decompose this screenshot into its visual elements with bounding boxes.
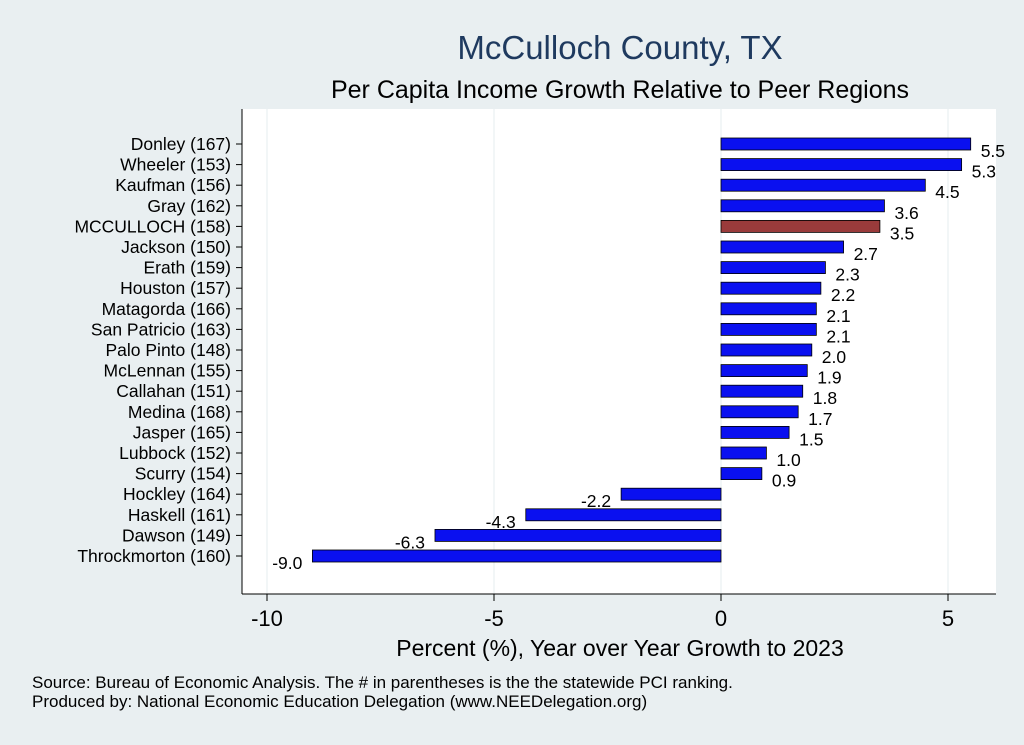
value-label: 1.9 bbox=[817, 368, 841, 388]
category-label: Scurry (154) bbox=[135, 464, 231, 484]
category-label: Dawson (149) bbox=[122, 525, 231, 545]
bar bbox=[720, 281, 822, 295]
value-label: -9.0 bbox=[272, 553, 302, 573]
value-label: 2.1 bbox=[826, 326, 850, 346]
value-label: 1.7 bbox=[808, 409, 832, 429]
category-label: Donley (167) bbox=[131, 134, 231, 154]
value-label: 4.5 bbox=[935, 182, 959, 202]
value-label: 1.5 bbox=[799, 429, 823, 449]
bar bbox=[720, 322, 817, 336]
value-label: 1.0 bbox=[776, 450, 801, 470]
category-label: Kaufman (156) bbox=[115, 175, 231, 195]
value-label: 5.5 bbox=[981, 141, 1005, 161]
value-label: 2.0 bbox=[822, 347, 847, 367]
category-label: Throckmorton (160) bbox=[77, 546, 231, 566]
value-label: 2.7 bbox=[854, 244, 878, 264]
bar bbox=[720, 219, 881, 233]
bar bbox=[720, 405, 799, 419]
value-label: 2.3 bbox=[835, 265, 859, 285]
bar bbox=[620, 487, 722, 501]
chart-title: McCulloch County, TX bbox=[457, 29, 782, 66]
producer-note: Produced by: National Economic Education… bbox=[32, 692, 648, 711]
bar bbox=[720, 137, 972, 151]
x-axis-label: Percent (%), Year over Year Growth to 20… bbox=[396, 635, 844, 661]
bar bbox=[720, 158, 963, 172]
value-label: 2.1 bbox=[826, 306, 850, 326]
category-label: Palo Pinto (148) bbox=[106, 340, 232, 360]
bar bbox=[525, 508, 722, 522]
value-label: -6.3 bbox=[395, 532, 425, 552]
bar bbox=[720, 446, 767, 460]
bar bbox=[434, 529, 722, 542]
category-label: Jackson (150) bbox=[121, 237, 231, 257]
x-tick-label: -5 bbox=[484, 606, 504, 631]
axes bbox=[236, 109, 996, 601]
labels: -10 -5 0 5 Donley (167) 5.5 Wheeler (153) 5.3 Ka… bbox=[74, 134, 1005, 631]
chart-subtitle: Per Capita Income Growth Relative to Pee… bbox=[331, 76, 909, 104]
category-label: McLennan (155) bbox=[104, 361, 231, 381]
value-label: 0.9 bbox=[772, 471, 796, 491]
category-label: Jasper (165) bbox=[133, 422, 231, 442]
category-label: Wheeler (153) bbox=[120, 155, 231, 175]
category-label: Matagorda (166) bbox=[102, 299, 231, 319]
bar bbox=[720, 384, 804, 398]
value-label: 2.2 bbox=[831, 285, 855, 305]
category-label: Lubbock (152) bbox=[119, 443, 231, 463]
bar bbox=[720, 425, 790, 439]
category-label: Gray (162) bbox=[147, 196, 231, 216]
value-label: 5.3 bbox=[972, 162, 996, 182]
value-label: 3.5 bbox=[890, 223, 914, 243]
category-label: Callahan (151) bbox=[116, 381, 231, 401]
bar bbox=[720, 178, 926, 192]
x-tick-label: 5 bbox=[942, 606, 954, 631]
category-label: Erath (159) bbox=[143, 258, 231, 278]
category-label: MCCULLOCH (158) bbox=[74, 216, 231, 236]
bar bbox=[311, 549, 722, 563]
bar bbox=[720, 343, 813, 357]
source-note: Source: Bureau of Economic Analysis. The… bbox=[32, 673, 733, 692]
category-label: San Patricio (163) bbox=[91, 319, 231, 339]
bar bbox=[720, 199, 885, 213]
category-label: Houston (157) bbox=[120, 278, 231, 298]
bars bbox=[311, 137, 972, 563]
value-label: -4.3 bbox=[486, 512, 516, 532]
value-label: 3.6 bbox=[894, 203, 918, 223]
x-tick-label: 0 bbox=[715, 606, 727, 631]
value-label: 1.8 bbox=[813, 388, 837, 408]
category-label: Haskell (161) bbox=[128, 505, 231, 525]
bar bbox=[720, 240, 844, 254]
category-label: Hockley (164) bbox=[123, 484, 231, 504]
bar bbox=[720, 302, 817, 316]
bar bbox=[720, 467, 763, 481]
category-label: Medina (168) bbox=[128, 402, 231, 422]
value-label: -2.2 bbox=[581, 491, 611, 511]
bar bbox=[720, 261, 826, 275]
bar bbox=[720, 364, 808, 378]
x-tick-label: -10 bbox=[251, 606, 283, 631]
